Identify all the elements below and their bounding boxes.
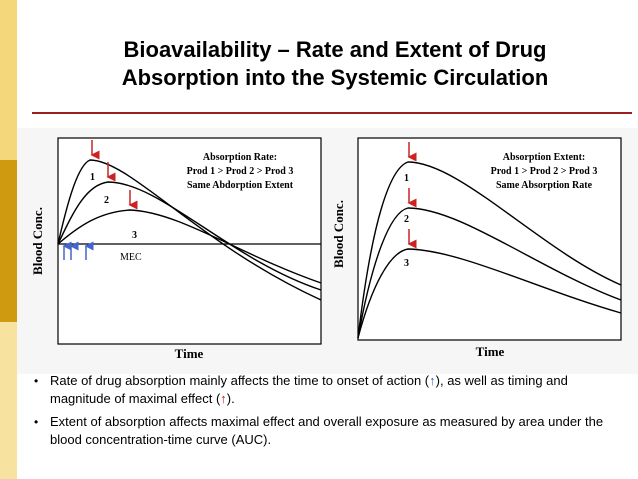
left-x-axis-label: Time xyxy=(175,346,204,361)
bullet-text-rate-part-2: ), as well as timing and magnitude of ma… xyxy=(50,373,568,406)
peak-arrow-icon: ↑ xyxy=(220,391,227,406)
left-legend-line-1: Absorption Rate: xyxy=(203,152,277,163)
onset-arrow-icon: ↑ xyxy=(429,373,436,388)
right-curve-3 xyxy=(357,248,622,339)
right-legend-line-3: Same Absorption Rate xyxy=(496,180,593,191)
bullet-text-rate-part-1: Rate of drug absorption mainly affects t… xyxy=(50,373,430,388)
left-legend-line-2: Prod 1 > Prod 2 > Prod 3 xyxy=(187,166,294,177)
bullet-text-rate-part-3: ). xyxy=(226,391,235,406)
side-accent-bar-middle xyxy=(0,160,17,322)
right-curve-label-1: 1 xyxy=(404,173,409,184)
right-curve-label-3: 3 xyxy=(404,258,409,269)
left-curve-label-2: 2 xyxy=(104,195,109,206)
bullet-item-rate: • Rate of drug absorption mainly affects… xyxy=(28,372,628,408)
right-curve-2 xyxy=(357,207,622,339)
right-legend-line-2: Prod 1 > Prod 2 > Prod 3 xyxy=(491,166,598,177)
left-y-axis-label: Blood Conc. xyxy=(30,207,45,275)
title-underline xyxy=(32,112,632,114)
left-mec-label: MEC xyxy=(120,252,142,263)
bullet-list: • Rate of drug absorption mainly affects… xyxy=(28,372,628,454)
slide-title-line-1: Bioavailability – Rate and Extent of Dru… xyxy=(123,37,547,62)
right-plot-frame xyxy=(357,137,622,341)
left-curve-1 xyxy=(57,159,322,301)
right-curve-1 xyxy=(357,161,622,339)
bullet-dot-icon: • xyxy=(34,374,39,388)
bullet-text-rate: Rate of drug absorption mainly affects t… xyxy=(50,372,628,408)
left-curve-label-1: 1 xyxy=(90,172,95,183)
left-curve-label-3: 3 xyxy=(132,230,137,241)
bullet-text-extent: Extent of absorption affects maximal eff… xyxy=(50,414,604,447)
slide-title-line-2: Absorption into the Systemic Circulation xyxy=(121,65,549,90)
right-panel: 1 2 3 Absorption Extent: Prod 1 > Prod 2… xyxy=(331,137,622,359)
left-curve-3 xyxy=(57,209,322,284)
right-y-axis-label: Blood Conc. xyxy=(331,200,346,268)
left-curve-2 xyxy=(57,181,322,291)
left-legend-line-3: Same Abdorption Extent xyxy=(187,180,294,191)
right-legend-line-1: Absorption Extent: xyxy=(503,152,586,163)
side-accent-bar-top xyxy=(0,0,17,160)
left-panel: 1 2 3 Absorption Rate: Prod 1 > Prod 2 >… xyxy=(30,137,322,361)
right-x-axis-label: Time xyxy=(476,344,505,359)
slide-title: Bioavailability – Rate and Extent of Dru… xyxy=(50,36,620,92)
right-curve-label-2: 2 xyxy=(404,214,409,225)
side-accent-bar-bottom xyxy=(0,322,17,479)
bullet-dot-icon: • xyxy=(34,415,39,429)
bullet-item-extent: • Extent of absorption affects maximal e… xyxy=(28,413,628,449)
